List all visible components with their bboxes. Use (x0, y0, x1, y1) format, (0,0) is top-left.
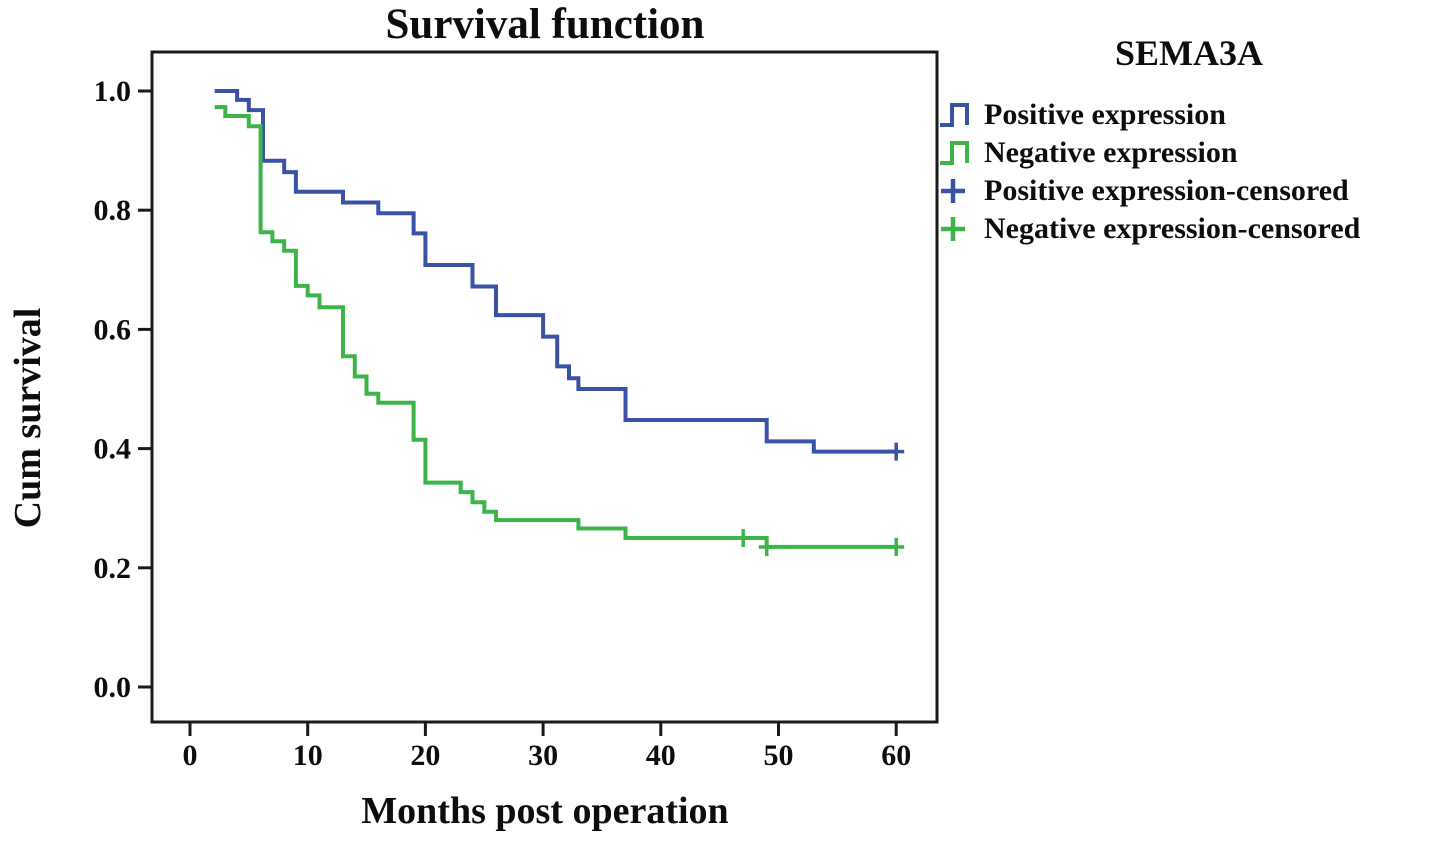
x-axis-tick-label: 30 (528, 739, 558, 772)
x-axis-tick-label: 40 (646, 739, 676, 772)
plus-censored-icon (938, 175, 984, 207)
plus-censored-icon (938, 213, 984, 245)
legend-title: SEMA3A (1114, 33, 1263, 73)
y-axis-tick-label: 0.2 (94, 552, 132, 585)
step-line-icon (938, 99, 984, 131)
legend-item: Positive expression (938, 96, 1440, 134)
legend-item-label: Negative expression-censored (984, 212, 1361, 245)
x-axis-tick-label: 0 (183, 739, 198, 772)
y-axis-tick-label: 1.0 (94, 75, 132, 108)
chart-title: Survival function (385, 1, 705, 48)
legend-item: Negative expression-censored (938, 210, 1440, 248)
legend-item-label: Negative expression (984, 136, 1238, 169)
y-axis-tick-label: 0.8 (94, 194, 132, 227)
x-axis-label: Months post operation (361, 790, 729, 832)
y-axis-tick-label: 0.6 (94, 313, 132, 346)
y-axis-label: Cum survival (7, 307, 49, 529)
x-axis-tick-label: 20 (410, 739, 440, 772)
x-axis-tick-label: 50 (764, 739, 794, 772)
y-axis-tick-label: 0.0 (94, 671, 132, 704)
x-axis-tick-label: 10 (293, 739, 323, 772)
survival-curve-negative-expression (214, 105, 897, 549)
legend-item-label: Positive expression-censored (984, 174, 1349, 207)
legend-item: Positive expression-censored (938, 172, 1440, 210)
legend: SEMA3A Positive expression Negative expre… (938, 32, 1440, 248)
y-axis-tick-label: 0.4 (94, 433, 132, 466)
step-line-icon (938, 137, 984, 169)
plot-border (150, 50, 939, 724)
x-axis-tick-label: 60 (881, 739, 911, 772)
legend-item-label: Positive expression (984, 98, 1226, 131)
survival-curve-positive-expression (214, 89, 897, 454)
legend-items: Positive expression Negative expression Po… (938, 96, 1440, 248)
legend-item: Negative expression (938, 134, 1440, 172)
